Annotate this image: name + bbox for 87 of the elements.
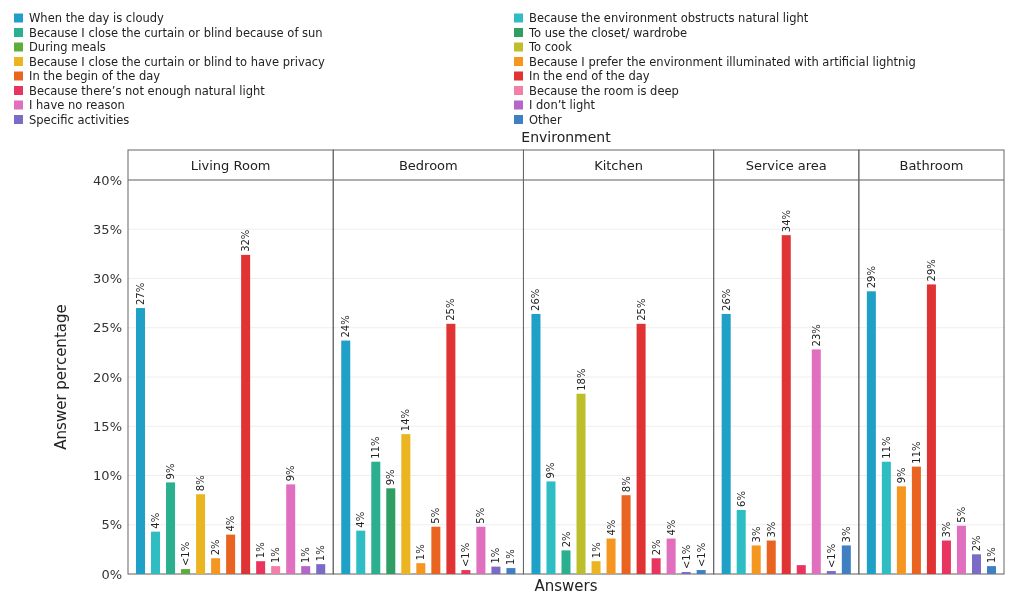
data-label: 1% xyxy=(505,549,517,566)
data-label: 11% xyxy=(910,441,922,464)
data-label: 18% xyxy=(575,368,587,391)
data-label: 4% xyxy=(605,519,617,536)
y-tick-label: 35% xyxy=(93,221,122,237)
data-label: 6% xyxy=(735,491,747,507)
legend-label: Because I close the curtain or blind because of sun xyxy=(29,25,323,40)
data-label: 2% xyxy=(210,539,222,556)
legend-label: To cook xyxy=(528,40,573,54)
data-label: 4% xyxy=(665,519,677,536)
data-label: 1% xyxy=(490,547,502,564)
y-tick-label: 10% xyxy=(93,468,122,483)
legend-label: I don’t light xyxy=(529,98,596,112)
data-label: 14% xyxy=(400,408,412,432)
data-label: 2% xyxy=(560,531,572,548)
data-label: 9% xyxy=(545,462,557,479)
data-label: 23% xyxy=(810,324,822,347)
data-label: <1% xyxy=(680,544,692,570)
x-tick-label: Bathroom xyxy=(899,157,964,173)
legend-label: Because the room is deep xyxy=(529,83,679,98)
legend-label: Because I prefer the environment illuminated with artificial lightnig xyxy=(529,54,916,69)
data-label: 3% xyxy=(750,526,762,543)
data-label: 26% xyxy=(720,288,732,311)
data-label: 1% xyxy=(315,545,327,562)
data-label: 8% xyxy=(195,475,207,492)
data-label: 3% xyxy=(840,526,852,543)
data-label: 9% xyxy=(165,463,177,480)
legend-label: In the end of the day xyxy=(529,69,650,83)
data-label: 5% xyxy=(475,507,487,524)
data-label: 4% xyxy=(355,511,367,528)
data-label: 8% xyxy=(620,476,632,493)
data-label: 3% xyxy=(765,521,777,538)
data-label: 1% xyxy=(255,542,267,559)
data-label: 3% xyxy=(940,521,952,538)
data-label: 2% xyxy=(650,539,662,556)
legend-label: During meals xyxy=(29,40,106,54)
y-tick-label: 15% xyxy=(93,418,122,434)
legend-label: Because the environment obstructs natural light xyxy=(529,11,809,25)
y-tick-label: 25% xyxy=(93,320,122,336)
x-tick-label: Bedroom xyxy=(398,157,458,173)
legend-label: In the begin of the day xyxy=(29,69,161,83)
data-label: 1% xyxy=(300,547,312,564)
y-tick-label: 30% xyxy=(93,271,122,286)
data-label: 29% xyxy=(865,266,877,289)
y-tick-label: 20% xyxy=(93,369,122,385)
data-label: 1% xyxy=(985,547,997,564)
legend-label: Other xyxy=(529,112,562,127)
legend-label: Specific activities xyxy=(29,112,130,127)
data-label: 25% xyxy=(445,298,457,321)
data-label: 24% xyxy=(340,315,352,338)
y-axis-title: Answer percentage xyxy=(52,304,70,450)
data-label: 9% xyxy=(385,469,397,486)
data-label: <1% xyxy=(695,542,707,568)
data-label: 34% xyxy=(780,209,792,233)
data-label: 1% xyxy=(415,544,427,561)
data-label: 27% xyxy=(135,282,147,306)
data-label: 11% xyxy=(880,436,892,459)
data-label: 1% xyxy=(270,547,282,564)
data-label: 4% xyxy=(225,515,237,532)
data-label: 5% xyxy=(430,507,442,524)
legend-label: Because I close the curtain or blind to have privacy xyxy=(29,54,326,69)
y-tick-label: 5% xyxy=(101,517,122,533)
y-tick-label: 0% xyxy=(101,566,122,582)
x-tick-label: Service area xyxy=(745,157,827,173)
data-label: 1% xyxy=(590,542,602,559)
data-label: 9% xyxy=(895,467,907,484)
x-tick-label: Kitchen xyxy=(594,157,643,173)
data-label: 25% xyxy=(635,298,647,321)
legend-label: I have no reason xyxy=(29,98,125,112)
data-label: 32% xyxy=(240,229,252,252)
x-axis-title: Answers xyxy=(534,577,598,596)
data-label: 11% xyxy=(370,436,382,459)
data-label: 9% xyxy=(285,465,297,482)
data-label: 2% xyxy=(970,535,982,552)
data-label: 5% xyxy=(955,506,967,523)
legend-label: To use the closet/ wardrobe xyxy=(528,25,688,40)
x-tick-label: Living Room xyxy=(190,157,271,173)
legend-label: Because there’s not enough natural light xyxy=(29,83,266,98)
y-tick-label: 40% xyxy=(93,172,122,188)
data-label: <1% xyxy=(825,543,837,569)
data-label: <1% xyxy=(460,542,472,568)
data-label: 26% xyxy=(530,288,542,311)
legend-label: When the day is cloudy xyxy=(29,11,164,25)
data-label: <1% xyxy=(180,541,192,567)
x2-axis-title: Environment xyxy=(521,129,612,145)
data-label: 29% xyxy=(925,259,937,282)
data-label: 4% xyxy=(150,512,162,529)
